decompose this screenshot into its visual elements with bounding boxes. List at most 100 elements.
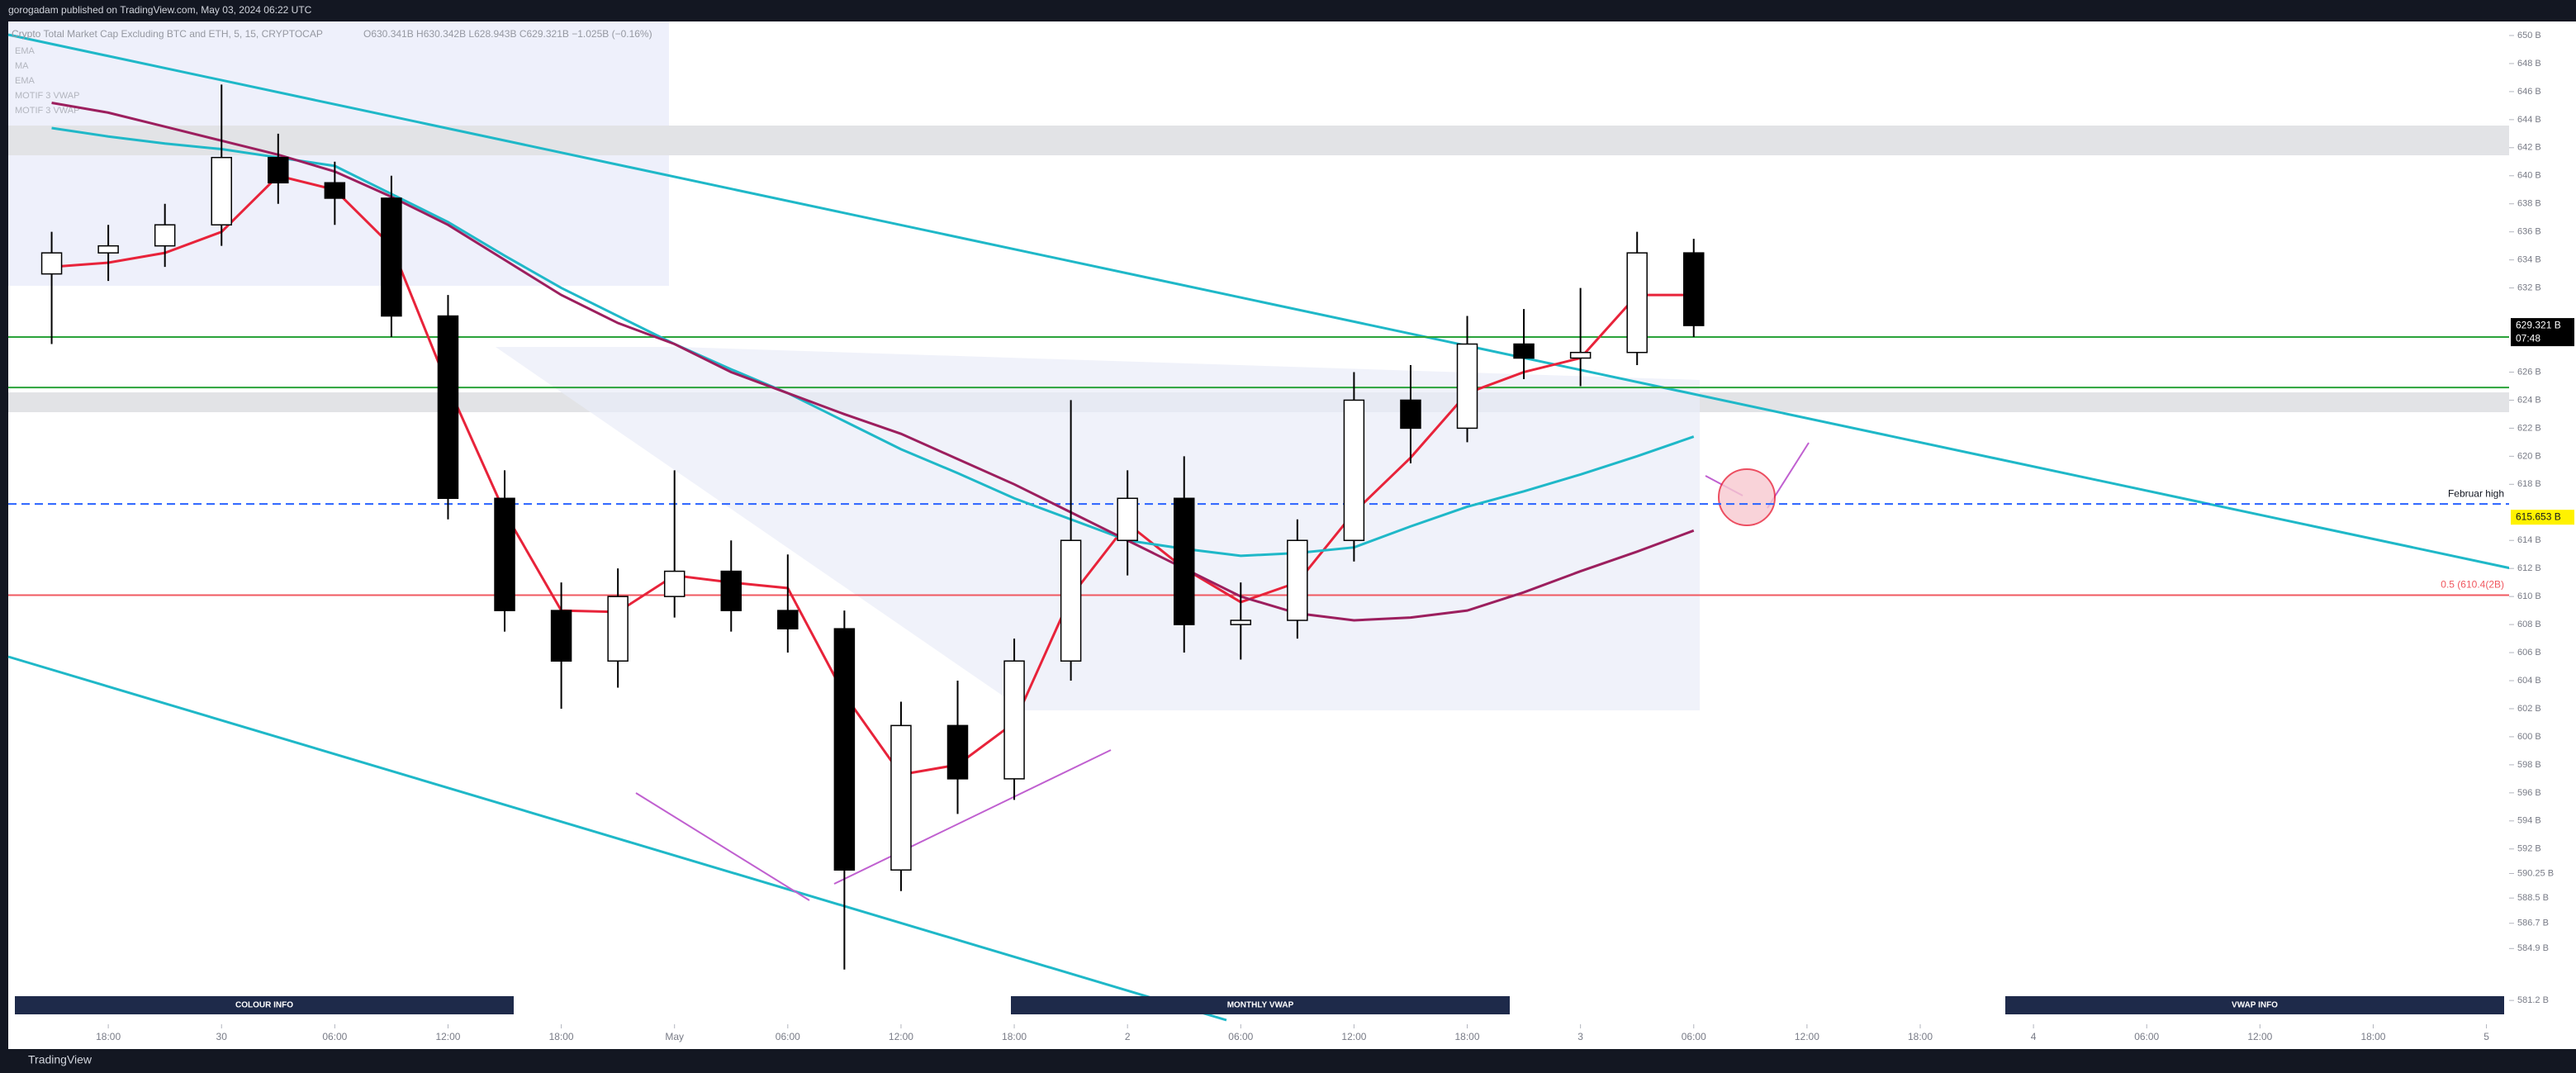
ma-line xyxy=(51,102,1695,622)
y-tick-label: 594 B xyxy=(2517,816,2541,826)
y-tick-label: 612 B xyxy=(2517,563,2541,573)
price-badge-label: 629.321 B xyxy=(2516,319,2561,330)
price-badge xyxy=(2511,510,2574,525)
x-tick-label: 18:00 xyxy=(549,1031,574,1042)
price-badge-label: 615.653 B xyxy=(2516,510,2561,522)
x-tick-label: 2 xyxy=(1125,1031,1131,1042)
y-tick-label: 588.5 B xyxy=(2517,893,2549,903)
y-tick-label: 648 B xyxy=(2517,59,2541,69)
candle-body xyxy=(324,182,346,199)
y-tick-label: 584.9 B xyxy=(2517,943,2549,953)
y-tick-label: 614 B xyxy=(2517,535,2541,545)
y-tick-label: 650 B xyxy=(2517,31,2541,40)
x-tick-label: 18:00 xyxy=(96,1031,121,1042)
y-tick-label: 592 B xyxy=(2517,844,2541,854)
candle-body xyxy=(1003,660,1025,780)
candle-body xyxy=(1173,497,1195,625)
y-tick-label: 638 B xyxy=(2517,199,2541,209)
y-tick-label: 608 B xyxy=(2517,620,2541,629)
candle-body xyxy=(1230,620,1252,625)
candle-body xyxy=(437,315,459,500)
info-button[interactable] xyxy=(2005,996,2504,1014)
candle-body xyxy=(1513,343,1535,359)
footer-brand: TradingView xyxy=(28,1053,93,1066)
time-axis xyxy=(8,1024,2576,1049)
candle-body xyxy=(211,156,232,226)
level-label: Februar high xyxy=(2448,487,2504,499)
y-tick-label: 620 B xyxy=(2517,451,2541,461)
y-tick-label: 598 B xyxy=(2517,760,2541,770)
highlight-circle xyxy=(1718,468,1776,526)
candle-body xyxy=(720,570,742,611)
info-button[interactable] xyxy=(15,996,514,1014)
x-tick-label: 06:00 xyxy=(2134,1031,2159,1042)
x-tick-label: 12:00 xyxy=(889,1031,913,1042)
y-tick-label: 642 B xyxy=(2517,143,2541,153)
x-tick-label: 06:00 xyxy=(776,1031,800,1042)
candle-body xyxy=(1060,539,1082,662)
x-tick-label: 18:00 xyxy=(1002,1031,1027,1042)
y-tick-label: 596 B xyxy=(2517,788,2541,798)
y-tick-label: 610 B xyxy=(2517,591,2541,601)
candle-body xyxy=(97,245,119,254)
y-tick-label: 636 B xyxy=(2517,227,2541,237)
x-tick-label: 18:00 xyxy=(1455,1031,1480,1042)
x-tick-label: 4 xyxy=(2031,1031,2037,1042)
y-tick-label: 644 B xyxy=(2517,115,2541,125)
candle-body xyxy=(777,610,799,629)
info-button[interactable] xyxy=(1011,996,1510,1014)
trend-line xyxy=(7,33,2512,570)
candle-body xyxy=(1117,497,1138,541)
candle-body xyxy=(154,224,176,247)
zone-band xyxy=(8,126,2511,155)
candle-body xyxy=(494,497,515,611)
legend-item: MA xyxy=(15,61,29,71)
candle-body xyxy=(1287,539,1308,621)
arrow-line xyxy=(833,749,1112,885)
x-tick-label: 06:00 xyxy=(1228,1031,1253,1042)
y-tick-label: 626 B xyxy=(2517,367,2541,377)
x-tick-label: May xyxy=(665,1031,684,1042)
candle-body xyxy=(40,252,63,275)
price-badge-sublabel: 07:48 xyxy=(2516,332,2540,344)
x-tick-label: 12:00 xyxy=(2247,1031,2272,1042)
info-button-label: VWAP INFO xyxy=(2232,1001,2278,1010)
y-tick-label: 624 B xyxy=(2517,395,2541,405)
x-tick-label: 12:00 xyxy=(435,1031,460,1042)
level-label: 0.5 (610.4(2B) xyxy=(2441,579,2504,591)
x-tick-label: 18:00 xyxy=(2360,1031,2385,1042)
info-button-label: COLOUR INFO xyxy=(235,1001,293,1010)
arrow-line xyxy=(635,792,810,901)
y-tick-label: 618 B xyxy=(2517,479,2541,489)
y-tick-label: 602 B xyxy=(2517,704,2541,714)
y-tick-label: 590.25 B xyxy=(2517,868,2554,878)
y-tick-label: 604 B xyxy=(2517,676,2541,686)
candle-body xyxy=(1569,351,1592,359)
legend-item: EMA xyxy=(15,76,36,86)
candle-body xyxy=(1626,252,1648,354)
x-tick-label: 3 xyxy=(1577,1031,1583,1042)
candle-body xyxy=(663,570,686,597)
candle-body xyxy=(381,197,402,317)
x-tick-label: 30 xyxy=(216,1031,228,1042)
chart-layer: Crypto Total Market Cap Excluding BTC an… xyxy=(8,21,2576,1066)
candle-body xyxy=(890,724,912,871)
candle-body xyxy=(1343,399,1365,541)
x-tick-label: 12:00 xyxy=(1341,1031,1366,1042)
y-tick-label: 581.2 B xyxy=(2517,995,2549,1005)
x-tick-label: 12:00 xyxy=(1795,1031,1819,1042)
candle-body xyxy=(607,596,629,662)
trend-line xyxy=(7,655,1227,1022)
candle-body xyxy=(833,628,856,871)
x-tick-label: 06:00 xyxy=(1682,1031,1706,1042)
y-tick-label: 634 B xyxy=(2517,255,2541,265)
candle-body xyxy=(1456,343,1478,430)
legend-item: MOTIF 3 VWAP xyxy=(15,106,79,116)
ma-line xyxy=(51,126,1695,558)
candle-body xyxy=(1400,399,1421,430)
y-tick-label: 632 B xyxy=(2517,283,2541,293)
y-tick-label: 606 B xyxy=(2517,648,2541,658)
candle-body xyxy=(550,610,572,662)
legend-item: EMA xyxy=(15,46,36,56)
